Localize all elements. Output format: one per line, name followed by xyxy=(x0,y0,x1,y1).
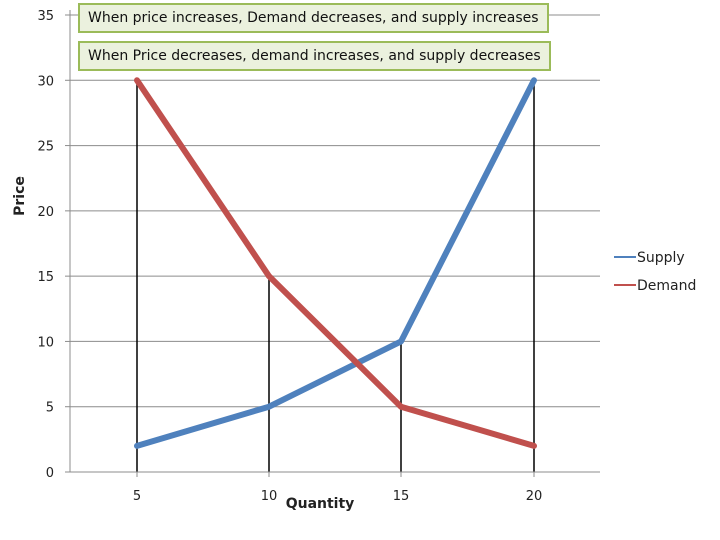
axes: 0 5 10 15 20 25 30 35 5 10 15 20 xyxy=(37,9,600,504)
y-tick-label-0: 0 xyxy=(46,466,54,481)
gridlines xyxy=(70,14,600,408)
annotation-price-decrease: When Price decreases, demand increases, … xyxy=(78,41,551,71)
y-axis-title: Price xyxy=(12,176,28,216)
y-tick-label-30: 30 xyxy=(37,74,54,89)
series-line-supply xyxy=(134,77,537,449)
data-point-demand-20 xyxy=(531,443,537,449)
x-axis-title: Quantity xyxy=(286,496,355,512)
data-point-demand-5 xyxy=(134,77,140,83)
data-point-demand-10 xyxy=(266,273,272,279)
annotation-price-increase: When price increases, Demand decreases, … xyxy=(78,3,549,33)
legend-label-demand: Demand xyxy=(637,278,696,294)
legend-label-supply: Supply xyxy=(637,250,685,266)
y-tick-label-15: 15 xyxy=(37,270,54,285)
data-point-supply-5 xyxy=(134,443,140,449)
data-point-demand-15 xyxy=(398,404,404,410)
legend: Supply Demand xyxy=(614,250,696,294)
y-tick-label-25: 25 xyxy=(37,140,54,155)
series-line-demand xyxy=(134,77,537,449)
data-point-supply-10 xyxy=(266,404,272,410)
data-point-supply-20 xyxy=(531,77,537,83)
y-tick-label-35: 35 xyxy=(37,9,54,24)
series-lines xyxy=(134,77,537,449)
x-tick-label-20: 20 xyxy=(526,489,543,504)
y-tick-label-5: 5 xyxy=(46,401,54,416)
x-tick-label-15: 15 xyxy=(393,489,410,504)
y-tick-label-10: 10 xyxy=(37,335,54,350)
data-point-supply-15 xyxy=(398,338,404,344)
y-tick-label-20: 20 xyxy=(37,205,54,220)
x-tick-label-10: 10 xyxy=(261,489,278,504)
drop-lines xyxy=(136,80,535,472)
x-tick-label-5: 5 xyxy=(133,489,141,504)
